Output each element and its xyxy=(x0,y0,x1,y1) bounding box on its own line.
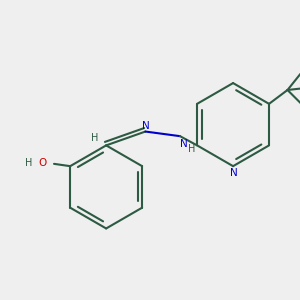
Text: H: H xyxy=(25,158,32,168)
Text: N: N xyxy=(142,121,150,131)
Text: H: H xyxy=(91,134,98,143)
Text: H: H xyxy=(188,144,195,154)
Text: N: N xyxy=(230,168,238,178)
Text: N: N xyxy=(180,140,188,149)
Text: O: O xyxy=(38,158,46,168)
